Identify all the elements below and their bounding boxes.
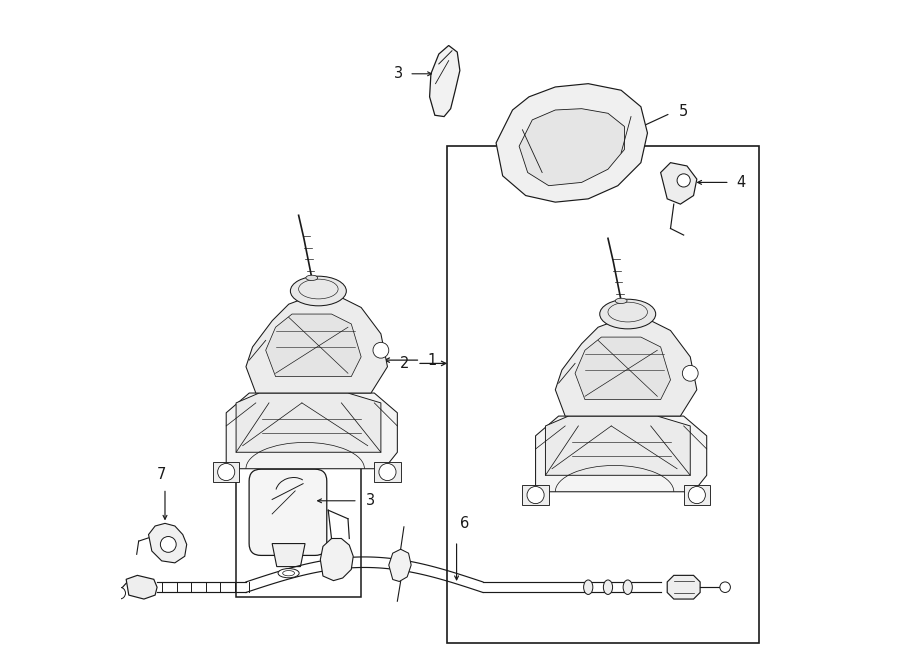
Polygon shape bbox=[536, 416, 706, 492]
Ellipse shape bbox=[291, 276, 346, 306]
Circle shape bbox=[720, 582, 731, 592]
Ellipse shape bbox=[583, 580, 593, 594]
Polygon shape bbox=[389, 549, 411, 582]
Circle shape bbox=[677, 174, 690, 187]
Text: 7: 7 bbox=[157, 467, 166, 482]
Polygon shape bbox=[320, 539, 353, 580]
Text: 3: 3 bbox=[393, 66, 402, 81]
Ellipse shape bbox=[306, 275, 318, 280]
Circle shape bbox=[527, 486, 544, 504]
Polygon shape bbox=[272, 543, 305, 566]
Polygon shape bbox=[667, 575, 700, 599]
Polygon shape bbox=[429, 46, 460, 116]
Polygon shape bbox=[496, 84, 647, 202]
Polygon shape bbox=[575, 337, 670, 400]
Polygon shape bbox=[555, 317, 697, 416]
Polygon shape bbox=[236, 393, 381, 452]
Bar bbox=[522, 485, 549, 505]
Circle shape bbox=[373, 342, 389, 358]
Polygon shape bbox=[126, 575, 158, 599]
Polygon shape bbox=[148, 524, 186, 563]
Circle shape bbox=[160, 537, 176, 553]
Circle shape bbox=[688, 486, 706, 504]
Ellipse shape bbox=[278, 568, 299, 578]
Text: 1: 1 bbox=[427, 352, 436, 368]
Ellipse shape bbox=[599, 299, 656, 329]
Ellipse shape bbox=[603, 580, 613, 594]
Circle shape bbox=[218, 463, 235, 481]
Ellipse shape bbox=[283, 570, 294, 576]
Bar bbox=[684, 485, 710, 505]
Text: 4: 4 bbox=[736, 175, 745, 190]
Bar bbox=[236, 442, 361, 597]
Bar bbox=[446, 146, 760, 643]
Ellipse shape bbox=[623, 580, 633, 594]
Ellipse shape bbox=[616, 298, 627, 303]
Bar bbox=[374, 462, 400, 482]
Polygon shape bbox=[226, 393, 397, 469]
Text: 6: 6 bbox=[460, 516, 469, 531]
Polygon shape bbox=[266, 314, 361, 377]
Polygon shape bbox=[246, 294, 388, 393]
Polygon shape bbox=[519, 108, 625, 186]
Text: 5: 5 bbox=[680, 104, 688, 120]
Polygon shape bbox=[661, 163, 697, 204]
Bar bbox=[213, 462, 239, 482]
Text: 2: 2 bbox=[400, 356, 410, 371]
FancyBboxPatch shape bbox=[249, 469, 327, 555]
Text: 3: 3 bbox=[366, 493, 375, 508]
Circle shape bbox=[682, 366, 698, 381]
Circle shape bbox=[379, 463, 396, 481]
Circle shape bbox=[113, 587, 125, 599]
Polygon shape bbox=[545, 416, 690, 475]
